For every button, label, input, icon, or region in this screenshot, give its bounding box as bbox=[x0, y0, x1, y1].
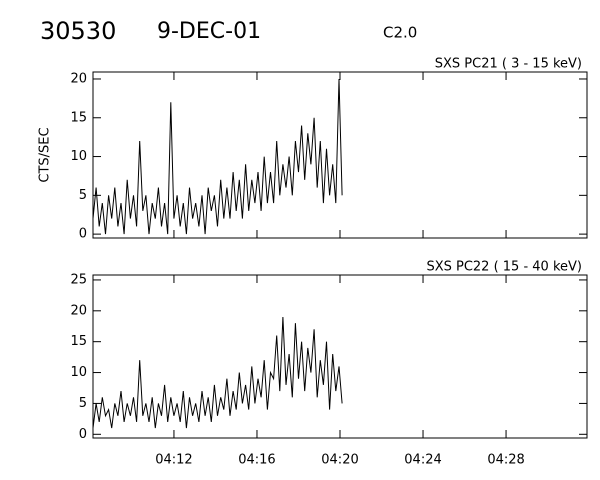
y-tick-label: 5 bbox=[79, 188, 87, 203]
y-tick-label: 15 bbox=[70, 110, 87, 125]
y-tick-label: 5 bbox=[79, 396, 87, 411]
flare-class: C2.0 bbox=[383, 24, 417, 42]
x-tick-label: 04:16 bbox=[238, 453, 275, 468]
y-tick-label: 15 bbox=[70, 334, 87, 349]
count-rate-line bbox=[92, 78, 343, 235]
y-axis-label: CTS/SEC bbox=[38, 127, 53, 182]
x-tick-label: 04:28 bbox=[487, 453, 524, 468]
count-rate-line bbox=[92, 316, 343, 429]
y-tick-label: 20 bbox=[70, 71, 87, 86]
x-tick-label: 04:20 bbox=[321, 453, 358, 468]
plot-frame bbox=[92, 71, 588, 239]
y-tick-label: 0 bbox=[79, 427, 87, 442]
panel-title: SXS PC22 ( 15 - 40 keV) bbox=[426, 260, 582, 275]
y-tick-label: 25 bbox=[70, 272, 87, 287]
event-date: 9-DEC-01 bbox=[157, 19, 261, 44]
y-tick-label: 0 bbox=[79, 227, 87, 242]
panel-title: SXS PC21 ( 3 - 15 keV) bbox=[435, 57, 582, 72]
event-id: 30530 bbox=[40, 17, 116, 45]
y-tick-label: 10 bbox=[70, 149, 87, 164]
y-tick-label: 20 bbox=[70, 303, 87, 318]
x-tick-label: 04:12 bbox=[155, 453, 192, 468]
y-tick-label: 10 bbox=[70, 365, 87, 380]
x-tick-label: 04:24 bbox=[404, 453, 441, 468]
